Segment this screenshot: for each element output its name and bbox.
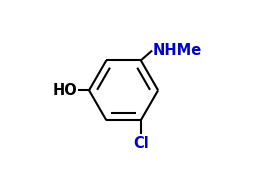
Text: NHMe: NHMe [153, 43, 202, 58]
Text: HO: HO [52, 83, 77, 98]
Text: Cl: Cl [133, 136, 149, 151]
